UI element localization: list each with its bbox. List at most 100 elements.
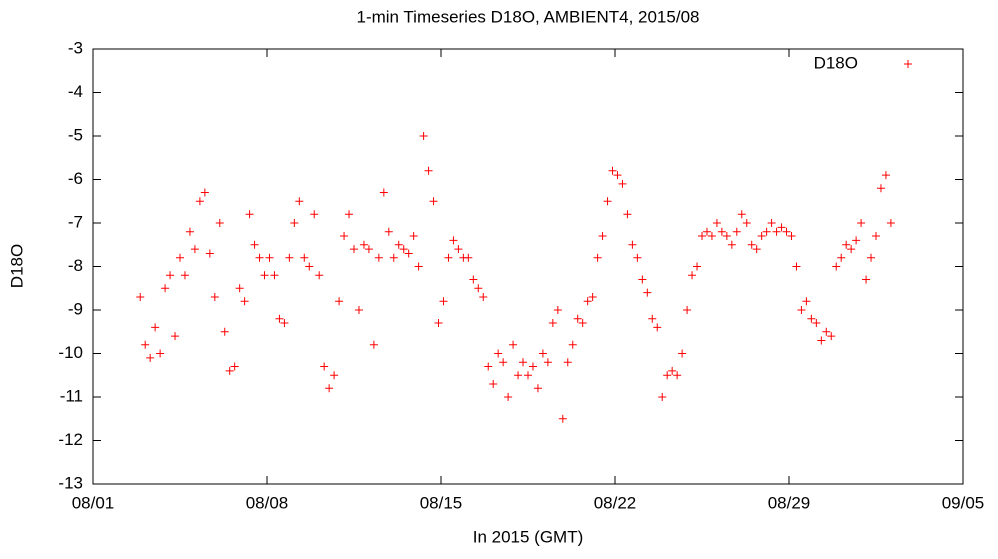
point [230,362,239,371]
point [220,327,229,336]
point [693,262,702,271]
point [598,232,607,241]
point [707,232,716,241]
point [528,362,537,371]
point [787,232,796,241]
point [215,219,224,227]
chart-title: 1-min Timeseries D18O, AMBIENT4, 2015/08 [357,7,700,26]
x-tick-label: 08/29 [768,493,811,512]
point [255,253,264,262]
x-axis-label: In 2015 (GMT) [473,527,584,546]
point [190,245,199,254]
point [449,236,458,245]
point [533,384,542,393]
point [876,184,885,193]
point [180,271,189,280]
point [200,188,209,197]
point [717,227,726,236]
point [812,319,821,328]
point [578,319,587,328]
point [538,349,547,358]
point [757,232,766,241]
point [732,227,741,236]
point [658,393,667,401]
point [747,240,756,249]
y-axis-label: D18O [7,244,26,288]
point [379,188,388,197]
point [464,253,473,262]
point [593,253,602,262]
point [439,297,448,306]
point [315,271,324,280]
point [389,253,398,262]
point [176,253,184,262]
point [320,362,329,371]
point [424,166,433,175]
point [553,306,562,314]
point [141,340,150,349]
point [509,340,518,349]
point [265,253,274,262]
point [663,371,672,380]
point [618,179,627,188]
point [479,292,488,301]
point [678,349,687,358]
point [359,240,368,249]
point [514,371,523,380]
point [369,340,378,349]
point [543,358,552,367]
legend-label: D18O [814,53,858,72]
point [648,314,657,323]
point [171,332,180,341]
point [151,323,160,332]
point [668,366,677,375]
point [260,271,269,280]
point [414,262,423,271]
point [548,319,557,328]
point [673,371,682,380]
point [484,362,493,371]
point [583,297,592,306]
point [185,227,194,236]
point [613,171,622,180]
y-tick-label: -12 [58,430,83,449]
point [354,306,363,314]
point [404,249,413,258]
x-tick-label: 08/01 [72,493,115,512]
point [752,245,761,254]
y-tick-label: -6 [68,169,83,188]
point [419,132,428,140]
y-tick-label: -5 [68,125,83,144]
point [688,271,697,280]
point [136,292,145,301]
point [345,210,354,219]
point [205,249,214,258]
x-tick-label: 09/05 [942,493,985,512]
point [558,414,567,423]
x-tick-label: 08/15 [420,493,463,512]
point [683,306,692,314]
point [727,240,736,249]
point [628,240,637,249]
point [474,284,483,293]
point [822,327,831,336]
point [454,245,463,254]
point [364,245,373,254]
point [310,210,319,219]
point [235,284,244,293]
point [797,306,806,314]
point [240,297,249,306]
point [305,262,314,271]
point [399,245,408,254]
point [499,358,508,367]
y-tick-label: -13 [58,473,83,492]
point [737,210,746,219]
point [623,210,632,219]
point [832,262,841,271]
point [862,275,871,284]
y-tick-label: -11 [60,386,83,405]
point [166,271,175,280]
point [608,166,617,175]
